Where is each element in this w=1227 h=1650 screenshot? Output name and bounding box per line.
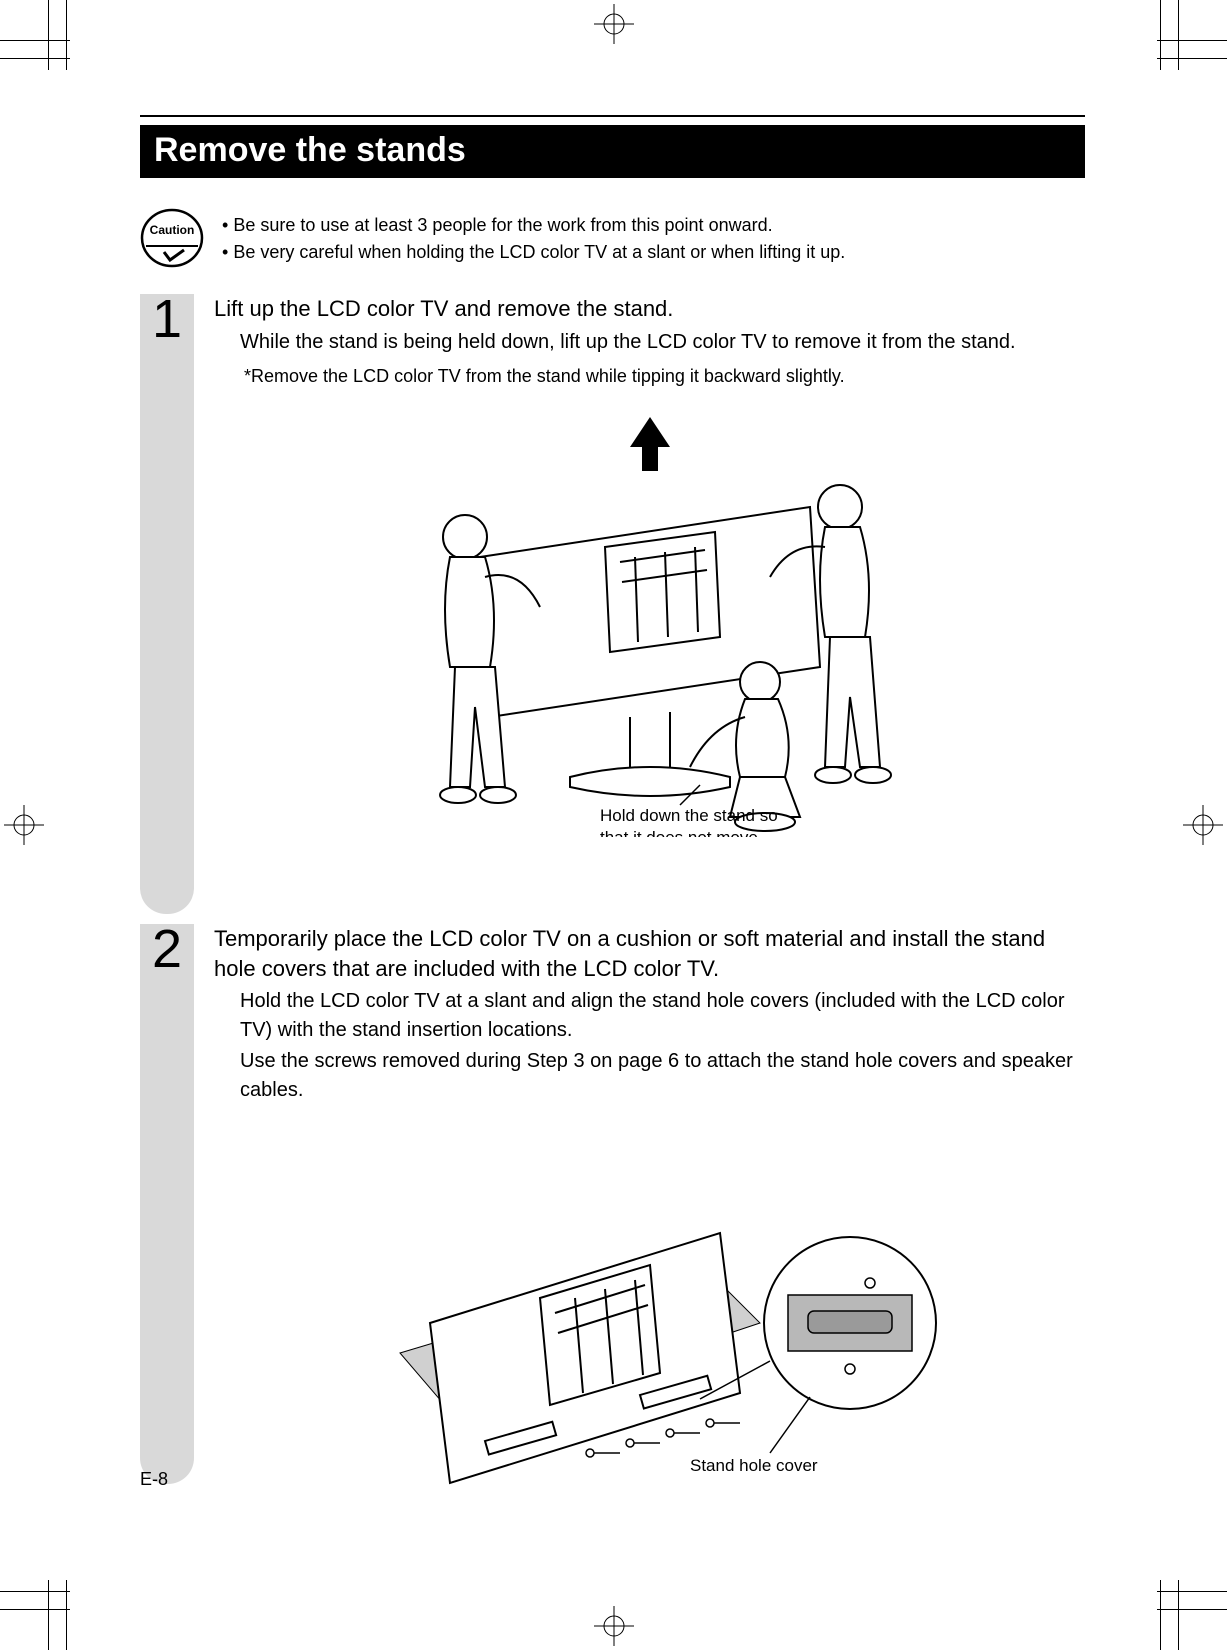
figure-2: Stand hole cover <box>214 1123 1085 1508</box>
crop-mark <box>1178 1580 1179 1650</box>
step-1: 1 Lift up the LCD color TV and remove th… <box>140 294 1085 914</box>
crop-mark <box>0 1609 70 1610</box>
figure-callout: Stand hole cover <box>690 1455 890 1477</box>
registration-mark-icon <box>4 805 44 845</box>
caution-label: Caution <box>150 223 195 237</box>
crop-mark <box>66 0 67 70</box>
section-title: Remove the stands <box>140 125 1085 178</box>
step-2: 2 Temporarily place the LCD color TV on … <box>140 924 1085 1508</box>
registration-mark-icon <box>1183 805 1223 845</box>
crop-mark <box>1178 0 1179 70</box>
step-subtext: Use the screws removed during Step 3 on … <box>240 1047 1085 1105</box>
step-subtext: Hold the LCD color TV at a slant and ali… <box>240 987 1085 1045</box>
crop-mark <box>1157 1591 1227 1592</box>
caution-icon: Caution <box>140 206 204 270</box>
step-note: *Remove the LCD color TV from the stand … <box>244 363 1085 389</box>
caution-bullet: • Be very careful when holding the LCD c… <box>222 239 845 266</box>
caution-block: Caution • Be sure to use at least 3 peop… <box>140 206 1085 270</box>
step-number-column: 1 <box>140 294 194 914</box>
caution-bullet: • Be sure to use at least 3 people for t… <box>222 212 845 239</box>
step-body: Lift up the LCD color TV and remove the … <box>214 294 1085 914</box>
crop-mark <box>0 58 70 59</box>
crop-mark <box>48 0 49 70</box>
registration-mark-icon <box>594 1606 634 1646</box>
crop-mark <box>66 1580 67 1650</box>
registration-mark-icon <box>594 4 634 44</box>
crop-mark <box>1160 1580 1161 1650</box>
content-area: Remove the stands Caution • Be sure to u… <box>140 115 1085 1508</box>
page-number: E-8 <box>140 1469 168 1490</box>
step-heading: Temporarily place the LCD color TV on a … <box>214 924 1085 983</box>
figure-1: Hold down the stand so that it does not … <box>214 407 1085 842</box>
step-body: Temporarily place the LCD color TV on a … <box>214 924 1085 1508</box>
crop-mark <box>0 1591 70 1592</box>
step-subtext: While the stand is being held down, lift… <box>240 328 1085 357</box>
crop-mark <box>1157 58 1227 59</box>
page: Remove the stands Caution • Be sure to u… <box>0 0 1227 1650</box>
crop-mark <box>1160 0 1161 70</box>
caution-text: • Be sure to use at least 3 people for t… <box>222 206 845 266</box>
crop-mark <box>1157 40 1227 41</box>
step-number-column: 2 <box>140 924 194 1484</box>
top-rule <box>140 115 1085 117</box>
crop-mark <box>0 40 70 41</box>
crop-mark <box>48 1580 49 1650</box>
crop-mark <box>1157 1609 1227 1610</box>
step-number: 1 <box>152 288 182 350</box>
figure-callout: Hold down the stand so that it does not … <box>600 805 810 837</box>
step-heading: Lift up the LCD color TV and remove the … <box>214 294 1085 324</box>
step-number: 2 <box>152 918 182 980</box>
